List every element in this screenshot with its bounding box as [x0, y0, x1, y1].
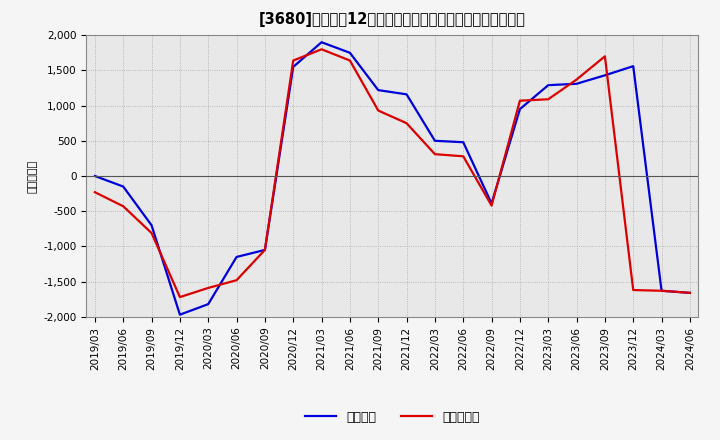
- 当期純利益: [91, 190, 99, 195]
- 当期純利益: [233, 278, 241, 283]
- 経常利益: [657, 288, 666, 293]
- 経常利益: [629, 63, 637, 69]
- 当期純利益: [572, 77, 581, 82]
- Legend: 経常利益, 当期純利益: 経常利益, 当期純利益: [300, 405, 485, 429]
- 当期純利益: [346, 58, 354, 63]
- 経常利益: [119, 184, 127, 189]
- Title: [3680]　利益だ12か月移動合計の対前年同期増減額の推移: [3680] 利益だ12か月移動合計の対前年同期増減額の推移: [259, 12, 526, 27]
- 経常利益: [487, 201, 496, 206]
- 経常利益: [289, 64, 297, 70]
- 当期純利益: [431, 151, 439, 157]
- Y-axis label: （百万円）: （百万円）: [28, 159, 37, 193]
- 経常利益: [261, 247, 269, 253]
- 当期純利益: [516, 98, 524, 103]
- 当期純利益: [289, 58, 297, 63]
- 経常利益: [572, 81, 581, 86]
- 経常利益: [318, 40, 326, 45]
- 経常利益: [685, 290, 694, 296]
- 経常利益: [374, 88, 382, 93]
- Line: 当期純利益: 当期純利益: [95, 49, 690, 297]
- 経常利益: [459, 139, 467, 145]
- 経常利益: [233, 254, 241, 260]
- 当期純利益: [261, 247, 269, 253]
- 経常利益: [544, 83, 552, 88]
- 当期純利益: [544, 97, 552, 102]
- 当期純利益: [374, 108, 382, 113]
- 当期純利益: [685, 290, 694, 296]
- 当期純利益: [459, 154, 467, 159]
- 経常利益: [402, 92, 411, 97]
- 経常利益: [431, 138, 439, 143]
- 当期純利益: [176, 294, 184, 300]
- 当期純利益: [629, 287, 637, 293]
- 当期純利益: [487, 203, 496, 208]
- Line: 経常利益: 経常利益: [95, 42, 690, 315]
- 当期純利益: [204, 285, 212, 290]
- 経常利益: [346, 50, 354, 55]
- 経常利益: [148, 223, 156, 228]
- 当期純利益: [119, 204, 127, 209]
- 経常利益: [91, 173, 99, 179]
- 経常利益: [516, 106, 524, 112]
- 経常利益: [176, 312, 184, 317]
- 経常利益: [204, 301, 212, 307]
- 当期純利益: [318, 47, 326, 52]
- 当期純利益: [148, 231, 156, 236]
- 当期純利益: [600, 54, 609, 59]
- 当期純利益: [657, 288, 666, 293]
- 経常利益: [600, 73, 609, 78]
- 当期純利益: [402, 121, 411, 126]
